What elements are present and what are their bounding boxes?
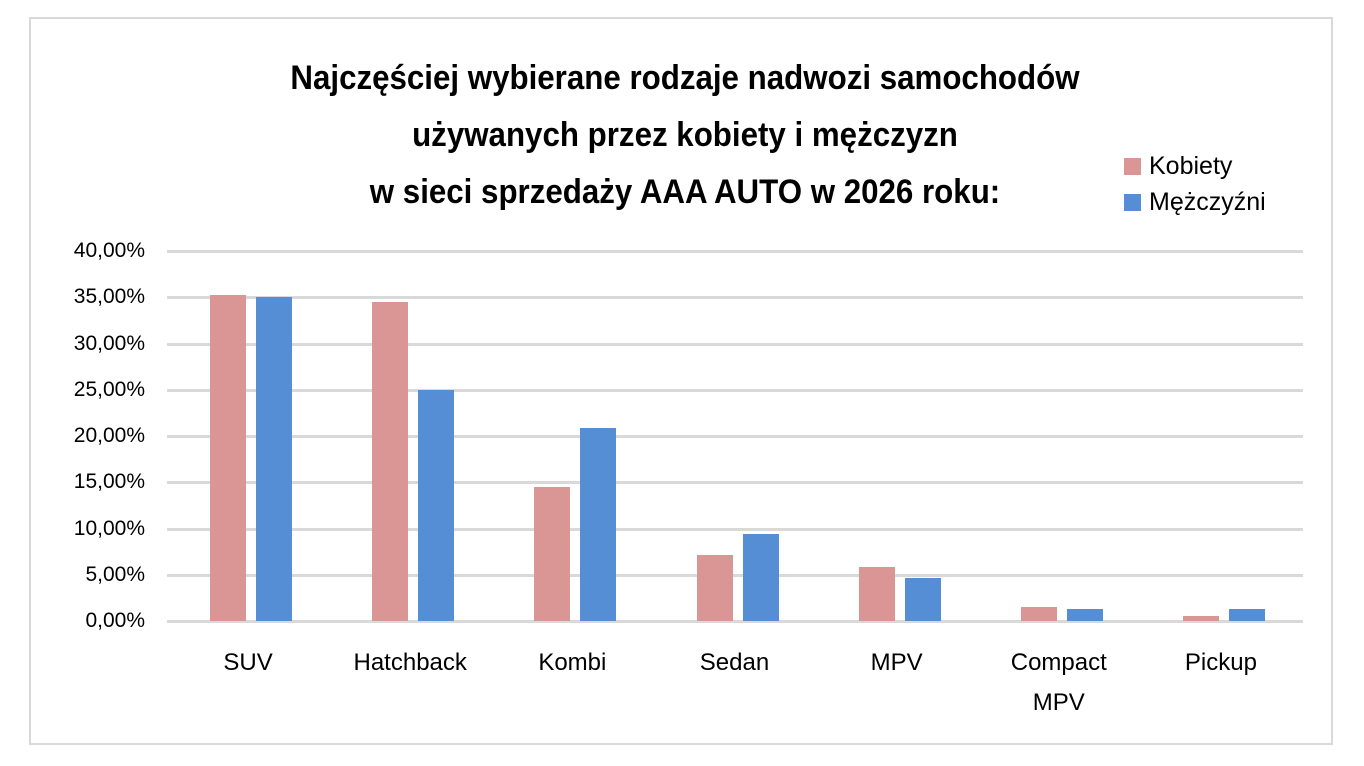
y-tick-label: 10,00% [73,516,145,540]
bar-suv-kobiety [210,295,247,621]
x-axis-label: Sedan [655,643,815,683]
x-axis-label-line: Sedan [699,649,770,676]
legend-label-mezczyzni: Mężczyźni [1149,187,1266,216]
legend-swatch-mezczyzni [1124,193,1141,211]
legend-item-mezczyzni: Mężczyźni [1124,184,1266,220]
chart-title-line-3: w sieci sprzedaży AAA AUTO w 2026 roku: [369,173,1001,211]
x-axis-label-line: SUV [223,649,273,676]
x-axis-label-line: MPV [1032,689,1085,716]
bar-compact-mpv-kobiety [1020,607,1057,621]
bar-mpv-kobiety [858,567,895,621]
x-axis-label: SUV [168,643,328,683]
x-axis-label: Hatchback [330,643,490,683]
gridline [167,250,1303,253]
y-tick-label: 0,00% [85,609,145,632]
y-tick-label: 20,00% [73,424,145,447]
legend-swatch-kobiety [1124,157,1141,175]
gridline [167,620,1303,623]
x-axis-label-line: Hatchback [353,649,467,676]
chart-title: Najczęściej wybierane rodzaje nadwozi sa… [193,50,1177,221]
gridline [167,342,1303,346]
bar-hatchback-mezczyzni [418,389,455,621]
legend-label-kobiety: Kobiety [1149,151,1233,180]
bar-sedan-kobiety [696,555,733,621]
x-axis-label: Compact MPV [979,643,1139,723]
y-tick-label: 5,00% [85,562,145,586]
bar-kombi-kobiety [534,486,571,621]
gridline [167,296,1303,300]
y-tick-label: 25,00% [73,377,145,401]
gridline [167,435,1303,438]
y-tick-label: 35,00% [73,285,145,309]
gridline [167,481,1303,485]
gridline [167,388,1303,392]
x-axis-label-line: Kombi [538,649,607,676]
x-axis-label-line: Pickup [1184,649,1257,676]
gridline [167,527,1303,531]
bar-compact-mpv-mezczyzni [1066,608,1103,621]
bar-pickup-mezczyzni [1228,608,1265,621]
bar-mpv-mezczyzni [904,577,941,621]
chart-title-line-2: używanych przez kobiety i mężczyzn [412,116,958,154]
legend-item-kobiety: Kobiety [1124,148,1266,184]
gridline [167,573,1303,577]
chart-title-line-1: Najczęściej wybierane rodzaje nadwozi sa… [290,59,1080,97]
x-axis-label: MPV [817,643,977,683]
y-tick-label: 30,00% [73,331,145,355]
bar-hatchback-kobiety [372,301,409,621]
bar-pickup-kobiety [1182,616,1219,621]
chart-frame [29,17,1333,745]
x-axis-label: Kombi [492,643,652,683]
x-axis-label: Pickup [1141,643,1301,683]
bar-suv-mezczyzni [256,297,293,621]
x-axis-label-line: Compact [1010,649,1107,676]
bar-sedan-mezczyzni [742,534,779,621]
y-tick-label: 15,00% [73,470,145,494]
x-axis-label-line: MPV [870,649,923,676]
y-tick-label: 40,00% [73,239,145,262]
chart-legend: Kobiety Mężczyźni [1124,148,1266,220]
bar-kombi-mezczyzni [580,427,617,621]
